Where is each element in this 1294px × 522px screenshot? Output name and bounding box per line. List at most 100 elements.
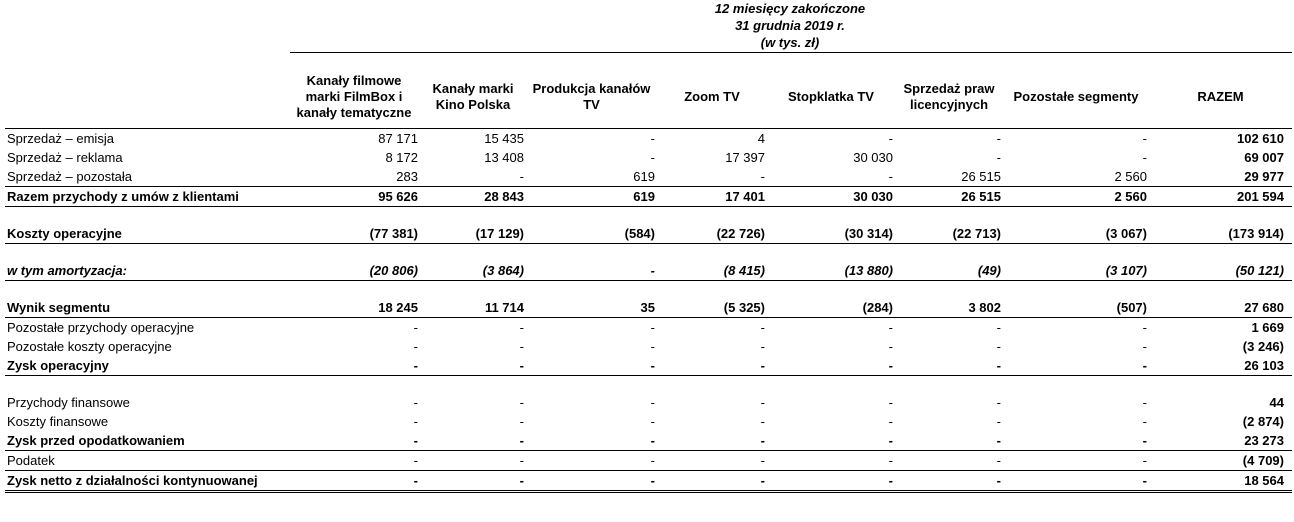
cell-value: - [767, 431, 895, 451]
cell-value: - [996, 320, 1001, 335]
cell-value: - [1142, 150, 1147, 165]
cell-value: - [1142, 339, 1147, 354]
cell-value: 4 [757, 131, 765, 146]
spacer-cell [526, 207, 657, 225]
cell-value: - [760, 395, 765, 410]
cell-value: 87 171 [378, 131, 418, 146]
table-row: Koszty finansowe - - - - - - - (2 874) [5, 412, 1292, 431]
cell-value: (8 415) [657, 261, 767, 281]
cell-value: - [888, 339, 893, 354]
cell-value: - [519, 339, 524, 354]
row-label: Sprzedaż – emisja [7, 131, 114, 146]
cell-value: - [1142, 414, 1147, 429]
column-header-razem: RAZEM [1149, 66, 1292, 129]
cell-value: 8 172 [385, 150, 418, 165]
cell-value: 29 977 [1244, 169, 1284, 184]
table-row: Wynik segmentu 18 245 11 714 35 (5 325) (284)… [5, 298, 1292, 318]
table-row: Pozostałe przychody operacyjne - - - - - - - 1 6… [5, 318, 1292, 338]
cell-value: - [650, 395, 655, 410]
cell-value: - [526, 261, 657, 281]
spacer-cell [767, 281, 895, 299]
cell-value: (50 121) [1149, 261, 1292, 281]
cell-value: - [288, 450, 420, 471]
column-header-pozostale: Pozostałe segmenty [1003, 66, 1149, 129]
row-label: Koszty operacyjne [5, 224, 288, 244]
cell-value: 26 103 [1149, 356, 1292, 376]
cell-value: 26 515 [961, 169, 1001, 184]
cell-value: (5 325) [657, 298, 767, 318]
cell-value: 35 [526, 298, 657, 318]
row-label: Koszty finansowe [7, 414, 109, 429]
spacer-cell [895, 376, 1003, 394]
cell-value: - [760, 320, 765, 335]
cell-value: 69 007 [1244, 150, 1284, 165]
spacer-cell [288, 281, 420, 299]
table-row: Razem przychody z umów z klientami 95 626… [5, 186, 1292, 207]
cell-value: (3 107) [1003, 261, 1149, 281]
spacer-row [5, 244, 1292, 262]
spacer-cell [657, 207, 767, 225]
cell-value: (22 726) [657, 224, 767, 244]
table-row: Podatek - - - - - - - (4 709) [5, 450, 1292, 471]
table-row: w tym amortyzacja: (20 806) (3 864) - (8 415… [5, 261, 1292, 281]
row-label: Zysk operacyjny [5, 356, 288, 376]
spacer-cell [1003, 244, 1149, 262]
row-label: Razem przychody z umów z klientami [5, 186, 288, 207]
period-header: 12 miesięcy zakończone 31 grudnia 2019 r… [290, 0, 1290, 51]
cell-value: - [1003, 450, 1149, 471]
spacer-cell [5, 376, 288, 394]
cell-value: - [895, 450, 1003, 471]
row-label: Podatek [5, 450, 288, 471]
cell-value: 18 245 [288, 298, 420, 318]
cell-value: - [888, 131, 893, 146]
cell-value: (30 314) [767, 224, 895, 244]
cell-value: - [1142, 395, 1147, 410]
cell-value: (20 806) [288, 261, 420, 281]
cell-value: (2 874) [1242, 414, 1284, 429]
row-label: Sprzedaż – pozostała [7, 169, 133, 184]
cell-value: - [657, 356, 767, 376]
cell-value: - [767, 356, 895, 376]
cell-value: (3 246) [1242, 339, 1284, 354]
row-label: Pozostałe przychody operacyjne [7, 320, 195, 335]
cell-value: (77 381) [288, 224, 420, 244]
cell-value: - [888, 320, 893, 335]
spacer-cell [420, 244, 526, 262]
cell-value: - [895, 431, 1003, 451]
row-label: Zysk przed opodatkowaniem [5, 431, 288, 451]
column-header-label [5, 66, 288, 129]
spacer-cell [5, 281, 288, 299]
spacer-cell [657, 376, 767, 394]
spacer-cell [1149, 207, 1292, 225]
cell-value: (173 914) [1149, 224, 1292, 244]
cell-value: (3 067) [1003, 224, 1149, 244]
spacer-row [5, 281, 1292, 299]
spacer-cell [767, 244, 895, 262]
cell-value: 11 714 [420, 298, 526, 318]
cell-value: 17 401 [657, 186, 767, 207]
cell-value: - [760, 339, 765, 354]
cell-value: - [760, 169, 765, 184]
spacer-cell [1003, 207, 1149, 225]
spacer-cell [657, 281, 767, 299]
cell-value: 2 560 [1003, 186, 1149, 207]
cell-value: (17 129) [420, 224, 526, 244]
cell-value: - [1003, 470, 1149, 493]
cell-value: - [767, 470, 895, 493]
cell-value: (4 709) [1149, 450, 1292, 471]
spacer-cell [1149, 376, 1292, 394]
cell-value: - [519, 169, 524, 184]
cell-value: 3 802 [895, 298, 1003, 318]
cell-value: - [888, 395, 893, 410]
cell-value: 2 560 [1114, 169, 1147, 184]
cell-value: 18 564 [1149, 470, 1292, 493]
cell-value: - [1142, 131, 1147, 146]
cell-value: - [420, 431, 526, 451]
column-header-zoom-tv: Zoom TV [657, 66, 767, 129]
spacer-cell [895, 207, 1003, 225]
cell-value: (49) [895, 261, 1003, 281]
cell-value: 23 273 [1149, 431, 1292, 451]
table-row: Sprzedaż – pozostała 283 - 619 - - 26 515 2 560… [5, 167, 1292, 187]
column-header-sprzedaz-praw: Sprzedaż praw licencyjnych [895, 66, 1003, 129]
cell-value: - [996, 414, 1001, 429]
